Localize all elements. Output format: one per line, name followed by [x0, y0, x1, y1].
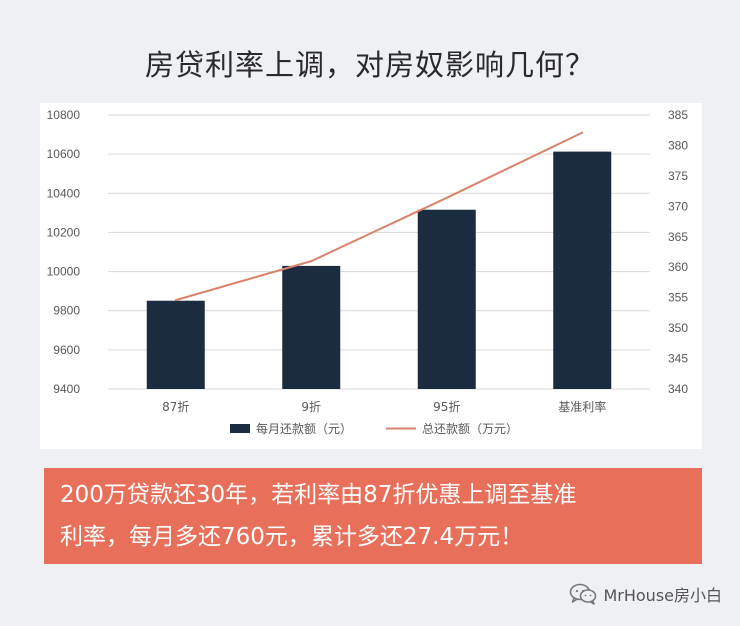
y-right-tick-label: 365 — [668, 230, 688, 244]
y-right-tick-label: 340 — [668, 382, 688, 396]
legend-bar-swatch — [230, 424, 250, 433]
y-right-tick-label: 350 — [668, 321, 688, 335]
x-tick-label: 9折 — [301, 399, 321, 414]
y-right-tick-label: 385 — [668, 108, 688, 122]
combo-chart: 9400 9600 9800 10000 10200 10400 10600 10800 340… — [47, 108, 689, 436]
y-left-tick-label: 10600 — [47, 147, 81, 161]
watermark-text: MrHouse房小白 — [603, 586, 722, 605]
legend-bar-label: 每月还款额（元） — [256, 421, 352, 436]
line-point — [174, 299, 177, 302]
y-right-tick-label: 345 — [668, 352, 688, 366]
y-left-tick-label: 9800 — [53, 304, 80, 318]
x-tick-label: 基准利率 — [558, 399, 606, 414]
x-tick-label: 87折 — [162, 399, 189, 414]
banner-line-1: 200万贷款还30年，若利率由87折优惠上调至基准 — [60, 482, 577, 508]
headline: 房贷利率上调，对房奴影响几何？ — [144, 48, 595, 82]
bar — [282, 265, 341, 389]
line-point — [581, 131, 584, 134]
bar — [417, 209, 476, 389]
banner-line-2: 利率，每月多还760元，累计多还27.4万元！ — [60, 524, 524, 550]
chart-card: 9400 9600 9800 10000 10200 10400 10600 10800 340… — [40, 103, 702, 449]
y-left-tick-label: 10200 — [47, 225, 81, 239]
y-left-tick-label: 10400 — [47, 186, 81, 200]
y-right-tick-label: 380 — [668, 138, 688, 152]
watermark: MrHouse房小白 — [569, 582, 722, 606]
line-point — [445, 196, 448, 199]
bar — [146, 300, 205, 389]
y-left-tick-label: 10000 — [47, 265, 81, 279]
y-left-tick-label: 9600 — [53, 343, 80, 357]
y-left-tick-label: 10800 — [47, 108, 81, 122]
y-right-tick-label: 375 — [668, 169, 688, 183]
summary-banner: 200万贷款还30年，若利率由87折优惠上调至基准 利率，每月多还760元，累计… — [44, 468, 702, 564]
wechat-icon — [570, 583, 597, 605]
series-line — [175, 131, 583, 302]
y-right-tick-label: 355 — [668, 291, 688, 305]
y-right-tick-label: 370 — [668, 199, 688, 213]
bar — [553, 151, 612, 389]
line-point — [310, 260, 313, 263]
x-tick-label: 95折 — [433, 399, 460, 414]
y-right-tick-label: 360 — [668, 260, 688, 274]
y-left-tick-label: 9400 — [53, 382, 80, 396]
legend-line-label: 总还款额（万元） — [422, 422, 518, 436]
